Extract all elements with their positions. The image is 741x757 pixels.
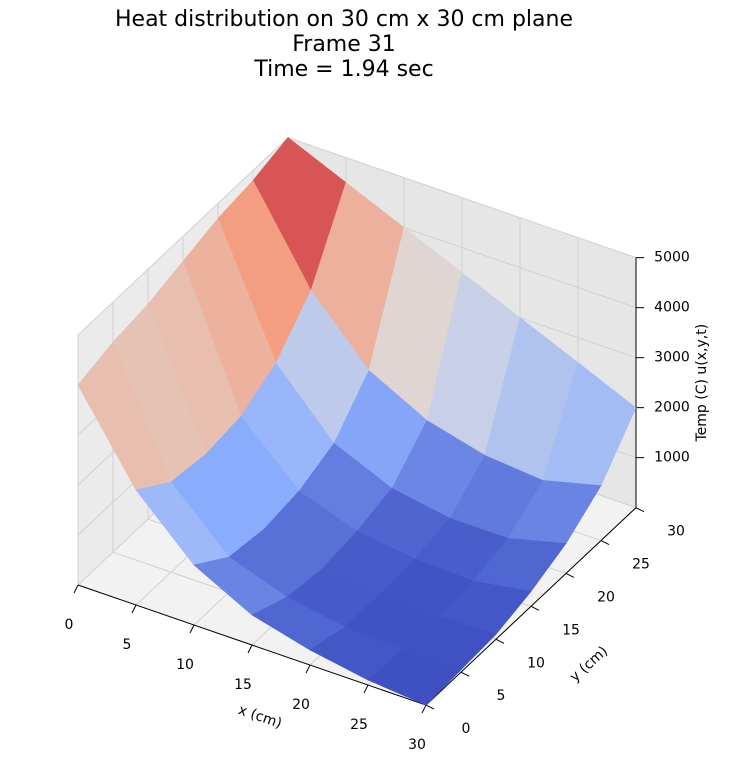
x-tick-label: 20 — [292, 697, 310, 713]
y-tick-label: 5 — [497, 688, 506, 704]
grid-line — [77, 137, 289, 336]
y-tick-label: 20 — [597, 589, 615, 605]
chart-subtitle: Time = 1.94 sec — [253, 57, 433, 82]
tick-mark — [495, 638, 505, 644]
tick-mark — [565, 573, 575, 578]
tick-mark — [131, 604, 137, 614]
x-axis-label: x (cm) — [236, 702, 284, 732]
z-tick-label: 1000 — [654, 450, 690, 466]
tick-mark — [189, 624, 195, 634]
tick-mark — [421, 704, 427, 714]
chart-title: Heat distribution on 30 cm x 30 cm plane — [115, 7, 573, 32]
z-tick-label: 3000 — [654, 350, 690, 366]
z-axis-label: Temp (C) u(x,y,t) — [694, 324, 710, 443]
tick-mark — [425, 704, 435, 710]
y-tick-label: 15 — [562, 622, 580, 638]
tick-mark — [460, 671, 470, 677]
z-tick-label: 4000 — [654, 300, 690, 316]
grid-line — [287, 137, 637, 259]
x-tick-label: 5 — [123, 637, 132, 653]
surface-patch — [367, 649, 462, 706]
y-tick-label: 25 — [632, 557, 650, 573]
chart-subtitle: Frame 31 — [292, 32, 396, 57]
x-tick-label: 25 — [350, 717, 368, 733]
tick-mark — [600, 540, 610, 546]
tick-mark — [363, 684, 369, 694]
z-tick-label: 5000 — [654, 250, 690, 266]
tick-mark — [635, 507, 645, 513]
x-axis-line — [77, 584, 427, 706]
y-axis-line — [425, 507, 637, 706]
tick-mark — [305, 664, 311, 674]
tick-mark — [73, 584, 79, 594]
z-tick-label: 2000 — [654, 400, 690, 416]
y-tick-label: 10 — [527, 655, 545, 671]
x-tick-label: 15 — [234, 677, 252, 693]
y-tick-label: 30 — [667, 524, 685, 540]
y-tick-label: 0 — [462, 721, 471, 737]
x-tick-label: 30 — [408, 737, 426, 753]
tick-mark — [247, 644, 253, 654]
x-tick-label: 10 — [176, 657, 194, 673]
tick-mark — [530, 605, 540, 611]
y-axis-label: y (cm) — [567, 643, 611, 685]
x-tick-label: 0 — [65, 617, 74, 633]
